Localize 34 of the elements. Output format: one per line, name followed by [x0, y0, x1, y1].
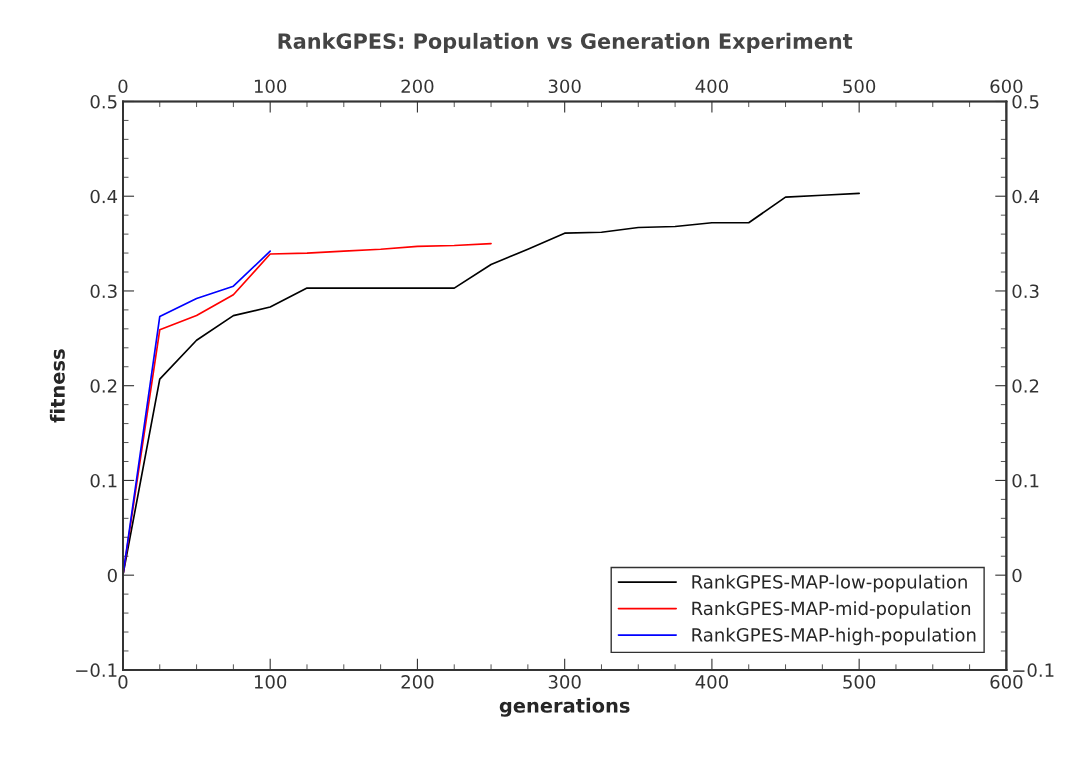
- y2-tick-label: 0.2: [1012, 379, 1039, 393]
- x2-tick-label: 600: [990, 79, 1023, 94]
- y-tick-label: 0.4: [90, 189, 118, 204]
- x-axis-title: generations: [499, 697, 630, 717]
- x-tick-label: 400: [695, 675, 728, 689]
- x-tick-label: 100: [254, 675, 287, 689]
- y-tick-label: 0.5: [90, 94, 117, 109]
- y-axis-title: fitness: [49, 349, 65, 423]
- legend-label: RankGPES-MAP-mid-population: [692, 601, 971, 619]
- y-tick-label: 0.2: [90, 379, 117, 393]
- y2-tick-label: 0.1: [1012, 473, 1039, 488]
- x-tick-label: 600: [990, 675, 1023, 689]
- y2-tick-label: 0.3: [1012, 284, 1039, 299]
- x-tick-label: 500: [843, 675, 876, 689]
- x2-tick-label: 500: [843, 79, 876, 94]
- chart-title: RankGPES: Population vs Generation Experiment: [278, 32, 853, 54]
- y2-tick-label: −0.1: [1013, 663, 1054, 678]
- x2-tick-label: 200: [401, 79, 434, 94]
- x2-tick-label: 0: [118, 79, 128, 94]
- x2-tick-label: 300: [548, 79, 581, 94]
- legend-label: RankGPES-MAP-low-population: [692, 574, 967, 593]
- y-tick-label: −0.1: [76, 663, 117, 678]
- x-tick-label: 200: [401, 675, 434, 689]
- y-tick-label: 0: [107, 568, 117, 583]
- y-tick-label: 0.1: [90, 473, 117, 488]
- y-tick-label: 0.3: [90, 284, 117, 299]
- legend-label: RankGPES-MAP-high-population: [692, 627, 976, 646]
- y2-tick-label: 0.4: [1012, 189, 1039, 204]
- x-tick-label: 300: [548, 675, 581, 689]
- x2-tick-label: 100: [254, 79, 287, 94]
- x-tick-label: 0: [118, 675, 128, 689]
- y2-tick-label: 0.5: [1012, 94, 1039, 109]
- x2-tick-label: 400: [695, 79, 728, 94]
- y2-tick-label: 0: [1012, 568, 1022, 583]
